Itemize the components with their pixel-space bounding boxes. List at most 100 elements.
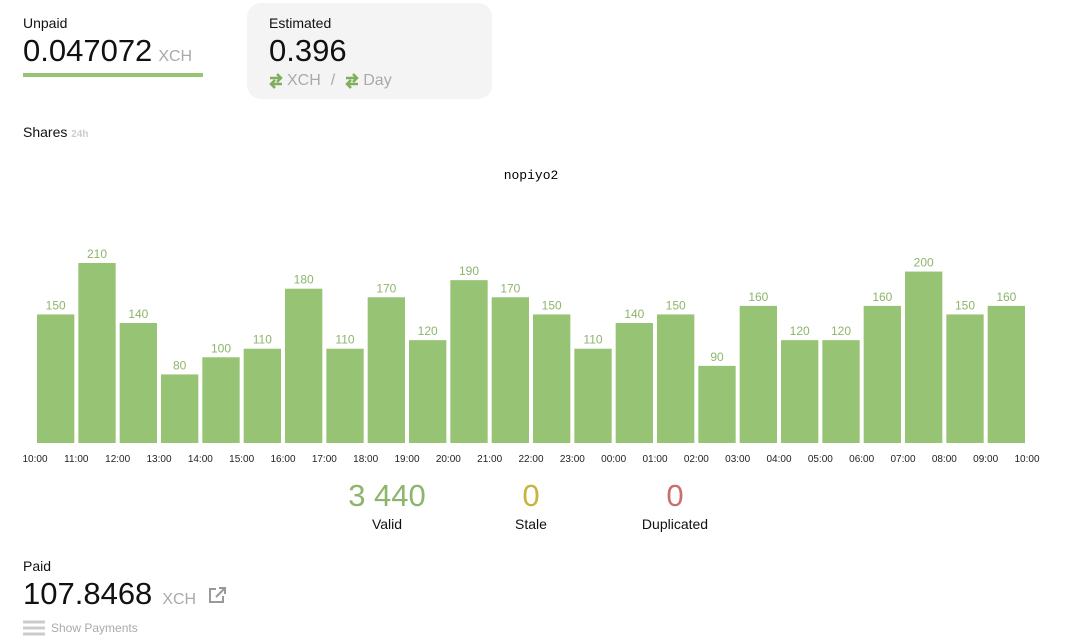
x-tick-label: 10:00 <box>22 454 47 465</box>
bar <box>409 340 447 443</box>
x-tick-label: 03:00 <box>725 454 750 465</box>
value-label: 110 <box>335 333 354 347</box>
x-tick-label: 04:00 <box>766 454 791 465</box>
x-tick-label: 02:00 <box>684 454 709 465</box>
x-tick-label: 05:00 <box>808 454 833 465</box>
x-tick-label: 06:00 <box>849 454 874 465</box>
value-label: 160 <box>996 290 1016 304</box>
x-tick-label: 22:00 <box>518 454 543 465</box>
bar <box>285 288 323 443</box>
value-label: 110 <box>583 333 602 347</box>
value-label: 180 <box>294 273 314 287</box>
stat-value: 0 <box>522 478 540 513</box>
value-label: 170 <box>376 281 396 295</box>
chart: nopiyo2 150 210 140 80 100 110 180 110 170 120 190… <box>22 168 1039 465</box>
estimated-label: Estimated <box>269 15 332 31</box>
bar <box>491 297 529 443</box>
x-tick-label: 21:00 <box>477 454 502 465</box>
stat-value: 3 440 <box>348 478 426 513</box>
bar <box>698 365 736 443</box>
value-label: 120 <box>790 324 810 338</box>
stat-value: 0 <box>666 478 684 513</box>
x-tick-label: 09:00 <box>973 454 998 465</box>
bar <box>161 374 199 443</box>
value-label: 90 <box>710 350 724 364</box>
value-label: 150 <box>666 298 686 312</box>
shares-heading: Shares 24h <box>23 124 88 140</box>
x-tick-label: 23:00 <box>560 454 585 465</box>
x-tick-label: 18:00 <box>353 454 378 465</box>
bar <box>946 314 984 443</box>
bar <box>987 305 1025 443</box>
swap-icon[interactable] <box>345 72 360 90</box>
value-label: 150 <box>955 298 975 312</box>
bar <box>657 314 695 443</box>
bar <box>243 348 281 443</box>
separator: / <box>330 72 336 89</box>
bar <box>533 314 571 443</box>
x-tick-label: 14:00 <box>188 454 213 465</box>
period-toggle[interactable]: Day <box>363 72 392 89</box>
x-tick-label: 07:00 <box>890 454 915 465</box>
bar <box>37 314 75 443</box>
bar <box>78 263 116 443</box>
x-tick-label: 08:00 <box>932 454 957 465</box>
show-payments[interactable]: Show Payments <box>23 620 138 636</box>
bar <box>574 348 612 443</box>
shares-period: 24h <box>71 129 89 140</box>
estimated-card: Estimated 0.396 XCH / Day <box>247 3 492 99</box>
x-tick-label: 12:00 <box>105 454 130 465</box>
x-tick-label: 00:00 <box>601 454 626 465</box>
value-label: 160 <box>748 290 768 304</box>
show-payments-link[interactable]: Show Payments <box>51 621 138 635</box>
x-tick-label: 15:00 <box>229 454 254 465</box>
unpaid-bar <box>23 73 203 77</box>
x-tick-label: 10:00 <box>1014 454 1039 465</box>
shares-label: Shares <box>23 124 68 140</box>
bar <box>450 280 488 443</box>
unpaid-unit: XCH <box>158 48 193 65</box>
bar <box>822 340 860 443</box>
stat: 0 Duplicated <box>595 478 755 532</box>
x-tick-label: 19:00 <box>394 454 419 465</box>
value-label: 140 <box>128 307 148 321</box>
unit-toggle[interactable]: XCH <box>287 72 321 89</box>
bar <box>905 271 943 443</box>
value-label: 200 <box>914 256 934 270</box>
estimated-units: XCH / Day <box>269 72 392 90</box>
x-tick-label: 17:00 <box>312 454 337 465</box>
x-tick-label: 01:00 <box>642 454 667 465</box>
bar <box>202 357 240 443</box>
value-label: 120 <box>831 324 851 338</box>
bar <box>326 348 364 443</box>
value-label: 210 <box>87 247 107 261</box>
value-label: 150 <box>542 298 562 312</box>
value-label: 120 <box>418 324 438 338</box>
x-tick-label: 16:00 <box>270 454 295 465</box>
bar <box>119 323 157 443</box>
bar <box>615 323 653 443</box>
unpaid-value-row: 0.047072 XCH <box>23 33 192 69</box>
value-label: 190 <box>459 264 479 278</box>
external-link-icon[interactable] <box>208 586 228 604</box>
x-tick-label: 20:00 <box>436 454 461 465</box>
value-label: 170 <box>500 281 520 295</box>
value-label: 140 <box>624 307 644 321</box>
value-label: 160 <box>872 290 892 304</box>
unpaid-value: 0.047072 <box>23 33 153 68</box>
swap-icon[interactable] <box>269 72 283 90</box>
menu-icon <box>23 620 45 636</box>
paid-value-row: 107.8468 XCH <box>23 576 228 612</box>
bar <box>781 340 819 443</box>
x-tick-label: 13:00 <box>146 454 171 465</box>
x-tick-label: 11:00 <box>64 454 89 465</box>
paid-value: 107.8468 <box>23 576 153 611</box>
estimated-value: 0.396 <box>269 33 347 68</box>
bar <box>739 305 777 443</box>
chart-title: nopiyo2 <box>504 168 559 183</box>
value-label: 100 <box>211 341 231 355</box>
value-label: 80 <box>173 358 187 372</box>
stat-label: Valid <box>371 516 403 532</box>
paid-unit: XCH <box>162 591 197 608</box>
